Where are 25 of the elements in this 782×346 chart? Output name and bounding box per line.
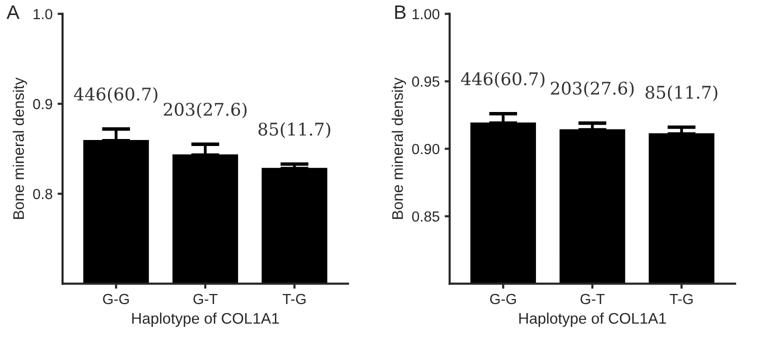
x-tick-label: T-G	[670, 294, 693, 304]
annotation: 203(27.6)	[550, 81, 634, 98]
x-axis-title: Haplotype of COL1A1	[132, 312, 279, 327]
text: B	[395, 5, 406, 19]
annotation: 446(60.7)	[74, 87, 158, 104]
annotation: 85(11.7)	[258, 122, 330, 138]
y-tick-label: 0.9	[33, 98, 52, 110]
y-tick-label: 0.90	[412, 144, 440, 154]
y-tick-label: 1.00	[412, 8, 440, 20]
y-tick-label: 0.85	[412, 211, 440, 222]
x-tick-label: G-G	[490, 294, 516, 304]
y-axis-title: Bone mineral density	[392, 77, 406, 219]
annotation: 85(11.7)	[646, 85, 718, 102]
y-tick-label: 1.0	[34, 8, 52, 20]
x-tick-label: G-G	[103, 294, 129, 304]
y-tick-label: 0.95	[412, 76, 440, 87]
text: A	[6, 5, 20, 19]
y-tick-label: 0.8	[33, 188, 52, 200]
annotation: 203(27.6)	[164, 102, 247, 118]
x-tick-label: G-T	[193, 294, 218, 304]
annotation: 446(60.7)	[461, 72, 544, 88]
x-tick-label: G-T	[580, 294, 605, 304]
y-axis-title: Bone mineral density	[12, 77, 28, 219]
x-axis-title: Haplotype of COL1A1	[519, 312, 666, 327]
x-tick-label: T-G	[282, 294, 306, 304]
